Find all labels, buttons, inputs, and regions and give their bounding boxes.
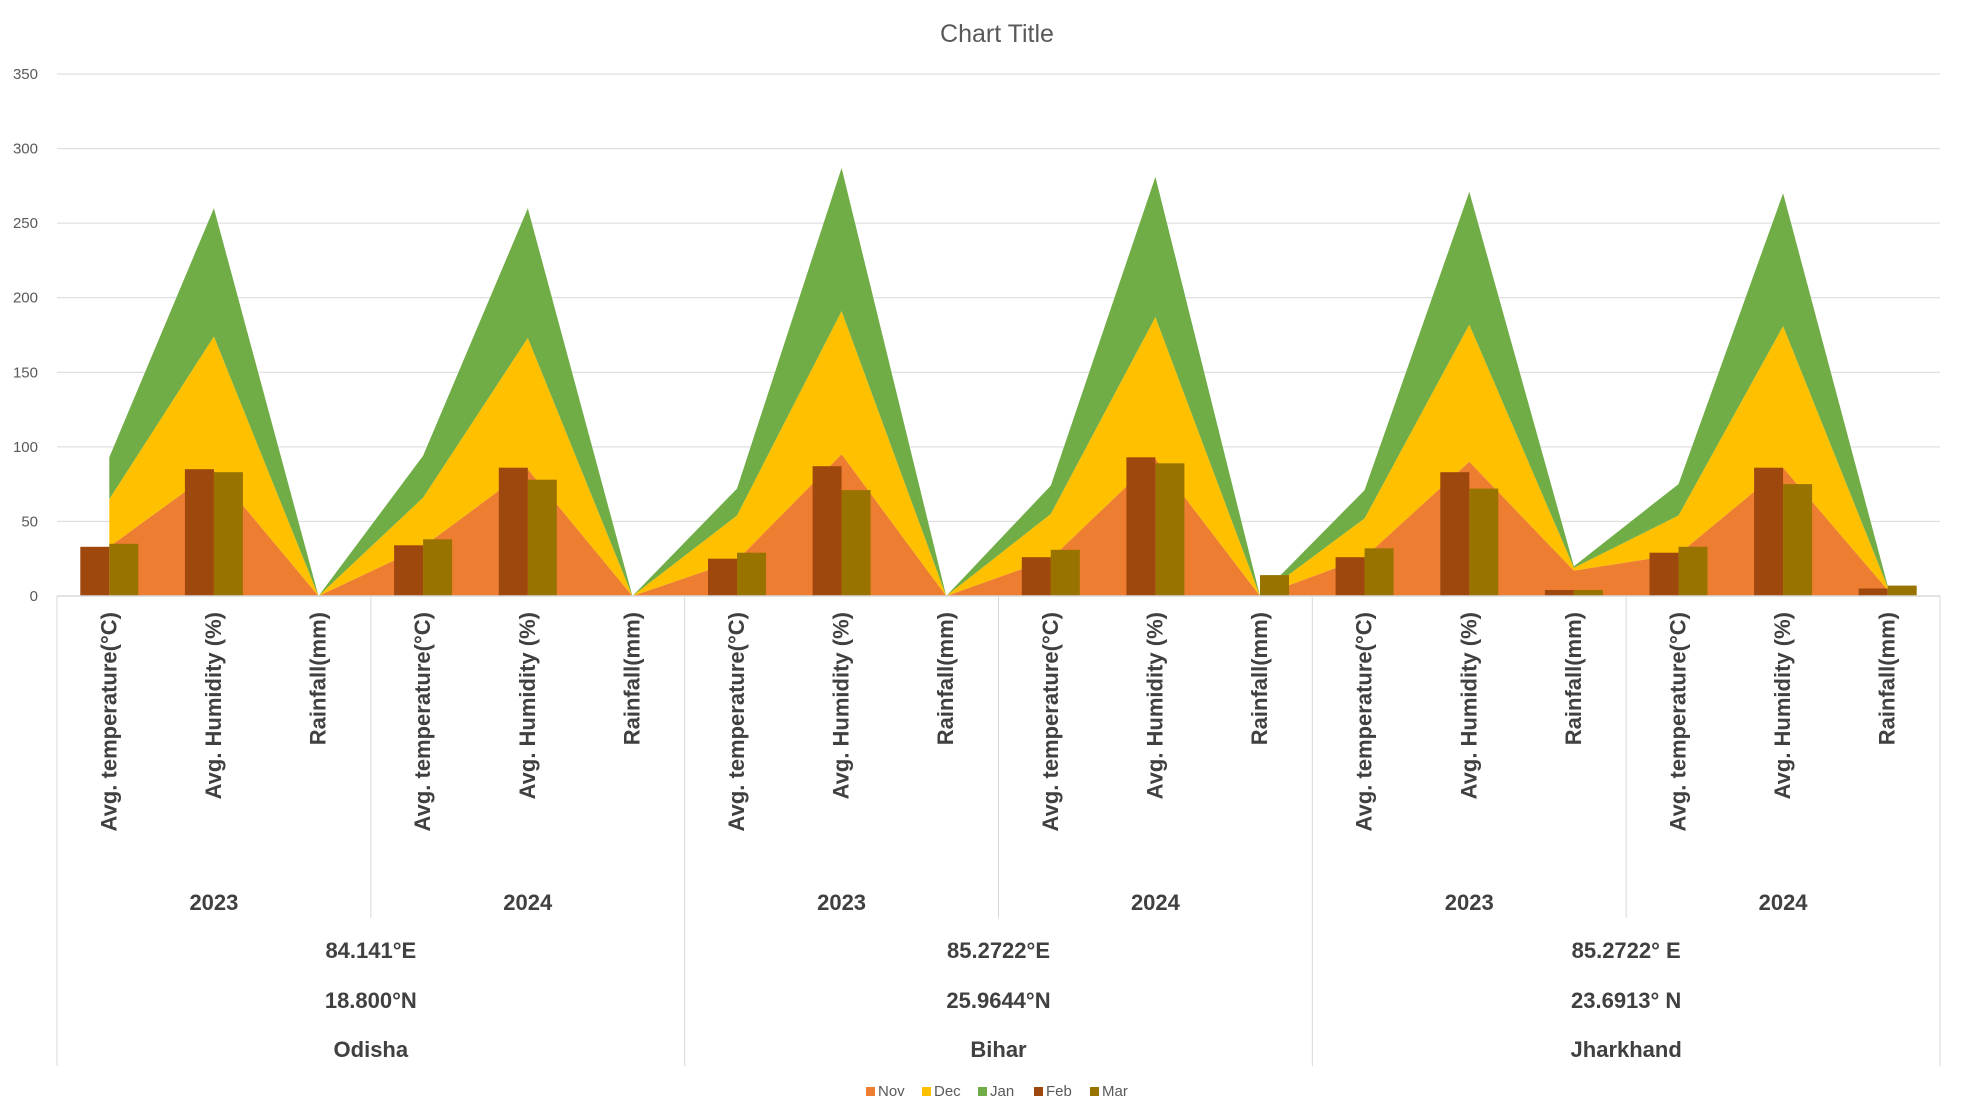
category-label: Avg. Humidity (%) <box>515 612 540 799</box>
bar-series <box>80 457 1917 596</box>
legend-swatch-jan <box>978 1087 987 1096</box>
y-tick-label: 0 <box>30 588 38 605</box>
year-label: 2023 <box>817 890 866 915</box>
state-label: Odisha <box>334 1037 409 1062</box>
area-series <box>109 168 1888 596</box>
longitude-label: 85.2722°E <box>947 938 1050 963</box>
category-label: Avg. Humidity (%) <box>829 612 854 799</box>
bar-feb <box>708 558 737 596</box>
bar-feb <box>1754 467 1784 596</box>
category-label: Rainfall(mm) <box>619 612 644 745</box>
year-label: 2023 <box>189 890 238 915</box>
category-label: Avg. temperature(°C) <box>1665 612 1690 831</box>
bar-feb <box>1649 552 1679 596</box>
location-labels: 84.141°E 18.800°N Odisha 85.2722°E 25.9644°N… <box>325 938 1682 1062</box>
legend-label-nov: Nov <box>878 1083 905 1100</box>
year-label: 2023 <box>1445 890 1494 915</box>
y-tick-label: 100 <box>13 439 38 456</box>
y-tick-label: 250 <box>13 215 38 232</box>
category-label: Rainfall(mm) <box>933 612 958 745</box>
year-label: 2024 <box>1759 890 1809 915</box>
bar-mar <box>1678 546 1708 596</box>
category-label: Avg. temperature(°C) <box>410 612 435 831</box>
y-axis: 0 50 100 150 200 250 300 350 <box>13 66 38 605</box>
category-label: Rainfall(mm) <box>1561 612 1586 745</box>
bar-feb <box>1544 590 1574 596</box>
bar-mar <box>737 552 766 596</box>
y-tick-label: 150 <box>13 364 38 381</box>
area-jan <box>109 168 1888 596</box>
y-tick-label: 200 <box>13 290 38 307</box>
legend-label-dec: Dec <box>934 1083 961 1100</box>
bar-mar <box>1783 484 1813 596</box>
category-label: Avg. Humidity (%) <box>1456 612 1481 799</box>
category-label: Avg. temperature(°C) <box>1038 612 1063 831</box>
legend: Nov Dec Jan Feb Mar <box>866 1083 1128 1100</box>
bar-mar <box>1573 590 1603 596</box>
legend-swatch-mar <box>1090 1087 1099 1096</box>
bar-mar <box>841 490 871 596</box>
bar-mar <box>527 479 557 596</box>
category-label: Avg. temperature(°C) <box>724 612 749 831</box>
bar-feb <box>184 469 214 596</box>
y-tick-label: 350 <box>13 66 38 83</box>
bar-mar <box>1155 463 1185 596</box>
category-label: Rainfall(mm) <box>306 612 331 745</box>
chart-title: Chart Title <box>940 20 1054 48</box>
legend-swatch-feb <box>1034 1087 1043 1096</box>
category-labels: Avg. temperature(°C) Avg. Humidity (%) Rai… <box>96 612 1899 831</box>
legend-swatch-nov <box>866 1087 875 1096</box>
bar-feb <box>498 467 528 596</box>
year-labels: 2023 2024 2023 2024 2023 2024 <box>189 890 1808 915</box>
year-label: 2024 <box>503 890 553 915</box>
longitude-label: 84.141°E <box>325 938 416 963</box>
y-tick-label: 50 <box>21 513 38 530</box>
bar-mar <box>1364 548 1394 596</box>
bar-mar <box>109 543 139 596</box>
bar-feb <box>1126 457 1156 596</box>
legend-label-feb: Feb <box>1046 1083 1072 1100</box>
bar-feb <box>1335 557 1365 596</box>
legend-label-jan: Jan <box>990 1083 1014 1100</box>
longitude-label: 85.2722° E <box>1572 938 1681 963</box>
latitude-label: 23.6913° N <box>1571 988 1681 1013</box>
bar-feb <box>394 545 424 596</box>
bar-feb <box>1021 557 1051 596</box>
latitude-label: 18.800°N <box>325 988 417 1013</box>
latitude-label: 25.9644°N <box>946 988 1050 1013</box>
state-label: Bihar <box>970 1037 1027 1062</box>
bar-mar <box>1260 575 1289 596</box>
category-label: Avg. temperature(°C) <box>1352 612 1377 831</box>
category-label: Avg. Humidity (%) <box>1770 612 1795 799</box>
bar-feb <box>80 546 110 596</box>
legend-swatch-dec <box>922 1087 931 1096</box>
gridlines <box>57 73 1940 522</box>
category-label: Avg. Humidity (%) <box>1142 612 1167 799</box>
legend-label-mar: Mar <box>1102 1083 1128 1100</box>
category-label: Avg. temperature(°C) <box>96 612 121 831</box>
bar-mar <box>423 539 453 596</box>
category-axis <box>56 595 1941 1066</box>
category-label: Avg. Humidity (%) <box>201 612 226 799</box>
bar-feb <box>1858 588 1888 596</box>
state-label: Jharkhand <box>1571 1037 1682 1062</box>
bar-mar <box>1887 585 1917 596</box>
category-label: Rainfall(mm) <box>1875 612 1900 745</box>
bar-mar <box>213 472 243 596</box>
bar-mar <box>1050 549 1080 596</box>
year-label: 2024 <box>1131 890 1181 915</box>
bar-mar <box>1469 488 1499 596</box>
bar-feb <box>812 466 842 596</box>
bar-feb <box>1440 472 1470 596</box>
y-tick-label: 300 <box>13 141 38 158</box>
category-label: Rainfall(mm) <box>1247 612 1272 745</box>
area-dec <box>109 311 1888 596</box>
